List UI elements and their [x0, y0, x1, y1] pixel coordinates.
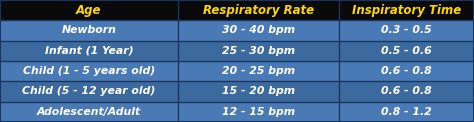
Text: 0.8 - 1.2: 0.8 - 1.2 [381, 107, 432, 117]
Bar [178, 20, 339, 41]
Text: 30 - 40 bpm: 30 - 40 bpm [222, 25, 295, 36]
Text: 0.3 - 0.5: 0.3 - 0.5 [381, 25, 432, 36]
Text: Adolescent/Adult: Adolescent/Adult [37, 107, 141, 117]
Text: 20 - 25 bpm: 20 - 25 bpm [222, 66, 295, 76]
Text: Respiratory Rate: Respiratory Rate [203, 4, 314, 17]
Bar [339, 102, 474, 122]
Bar [339, 20, 474, 41]
Text: Infant (1 Year): Infant (1 Year) [45, 46, 133, 56]
Bar [178, 61, 339, 81]
Bar [178, 81, 339, 102]
Bar [339, 0, 474, 20]
Bar [339, 81, 474, 102]
Bar [0, 102, 178, 122]
Text: Child (5 - 12 year old): Child (5 - 12 year old) [22, 86, 155, 97]
Text: 15 - 20 bpm: 15 - 20 bpm [222, 86, 295, 97]
Bar [0, 0, 178, 20]
Bar [0, 41, 178, 61]
Text: Newborn: Newborn [62, 25, 116, 36]
Bar [0, 20, 178, 41]
Bar [0, 61, 178, 81]
Bar [178, 41, 339, 61]
Text: 0.5 - 0.6: 0.5 - 0.6 [381, 46, 432, 56]
Text: Inspiratory Time: Inspiratory Time [352, 4, 461, 17]
Bar [0, 81, 178, 102]
Text: Age: Age [76, 4, 101, 17]
Text: 0.6 - 0.8: 0.6 - 0.8 [381, 66, 432, 76]
Text: Child (1 - 5 years old): Child (1 - 5 years old) [23, 66, 155, 76]
Text: 12 - 15 bpm: 12 - 15 bpm [222, 107, 295, 117]
Bar [178, 0, 339, 20]
Text: 25 - 30 bpm: 25 - 30 bpm [222, 46, 295, 56]
Bar [339, 61, 474, 81]
Bar [178, 102, 339, 122]
Bar [339, 41, 474, 61]
Text: 0.6 - 0.8: 0.6 - 0.8 [381, 86, 432, 97]
